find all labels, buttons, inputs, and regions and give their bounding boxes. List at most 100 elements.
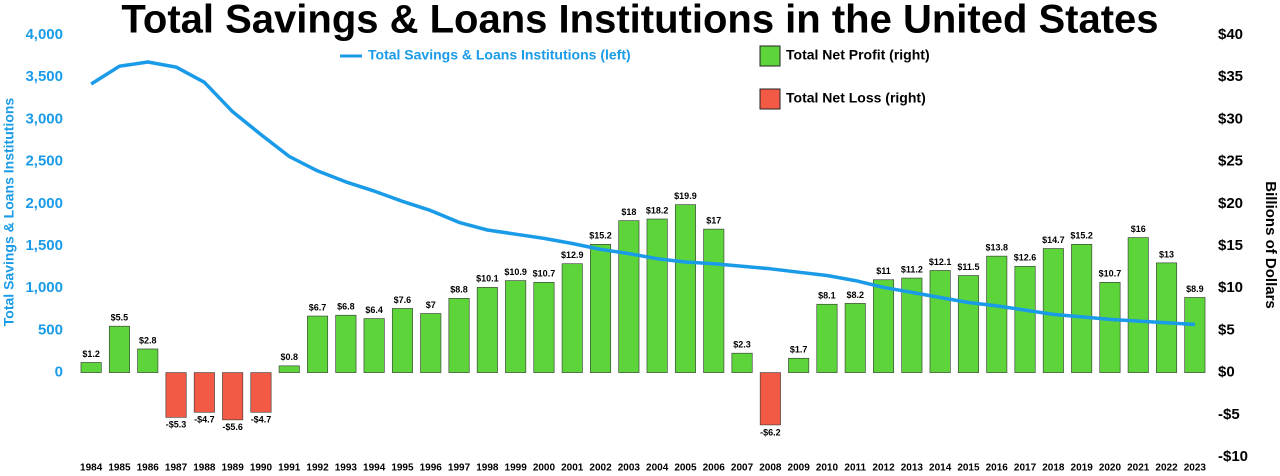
legend-label: Total Net Profit (right) (786, 47, 930, 63)
x-tick-label: 1985 (108, 463, 131, 474)
data-label: $10.7 (1099, 269, 1122, 279)
data-label: $12.6 (1014, 253, 1037, 263)
y-tick-label: 0 (55, 364, 63, 381)
y2-tick-label: $35 (1218, 68, 1243, 85)
line (90, 60, 1196, 327)
data-label: $12.1 (929, 257, 952, 267)
bar (1184, 297, 1206, 373)
legend-label: Total Net Loss (right) (786, 90, 926, 106)
bar (646, 218, 668, 373)
y2-tick-label: $25 (1218, 153, 1243, 170)
y2-tick-label: $40 (1218, 26, 1243, 43)
x-tick-label: 2019 (1071, 463, 1094, 474)
y-tick-label: 2,000 (25, 195, 63, 212)
data-label: -$4.7 (251, 415, 272, 425)
x-tick-label: 2007 (731, 463, 754, 474)
bar (788, 357, 810, 373)
data-label: $14.7 (1042, 235, 1065, 245)
data-label: $15.2 (589, 231, 612, 241)
y2-tick-label: -$10 (1218, 448, 1248, 465)
x-tick-label: 2017 (1014, 463, 1037, 474)
x-tick-label: 2018 (1042, 463, 1065, 474)
data-label: -$5.3 (166, 420, 187, 430)
x-tick-label: 1996 (420, 463, 443, 474)
bar (307, 315, 329, 373)
bar (250, 372, 272, 413)
y-tick-label: 2,500 (25, 153, 63, 170)
data-label: $11.5 (957, 262, 979, 272)
data-label: $7 (426, 300, 436, 310)
data-label: $2.3 (733, 340, 751, 350)
bar (448, 298, 470, 373)
bar (1156, 262, 1178, 373)
x-tick-label: 2001 (561, 463, 584, 474)
data-label: $1.2 (82, 349, 100, 359)
bar (108, 325, 130, 373)
data-label: $2.8 (139, 335, 157, 345)
bar (505, 280, 527, 373)
x-tick-label: 2015 (957, 463, 980, 474)
bar (1099, 281, 1121, 373)
y2-axis-label: Billions of Dollars (1262, 181, 1279, 309)
data-label: $10.7 (533, 269, 556, 279)
data-label: $17 (706, 215, 721, 225)
x-tick-label: 2006 (703, 463, 726, 474)
data-label: $8.9 (1186, 284, 1204, 294)
data-label: $5.5 (111, 313, 129, 323)
bar (674, 204, 696, 373)
data-label: $11 (876, 266, 891, 276)
bar (165, 372, 187, 418)
x-tick-label: 2003 (618, 463, 641, 474)
legend-swatch (759, 45, 781, 67)
x-tick-label: 1995 (391, 463, 414, 474)
y2-tick-label: -$5 (1218, 406, 1240, 423)
bar (561, 263, 583, 373)
x-tick-label: 2004 (646, 463, 669, 474)
data-label: $6.7 (309, 302, 327, 312)
y-tick-label: 500 (38, 321, 63, 338)
bar (391, 308, 413, 373)
bar (759, 372, 781, 426)
x-tick-label: 2009 (788, 463, 811, 474)
legend: Total Savings & Loans Institutions (left… (340, 45, 930, 110)
x-tick-label: 2002 (589, 463, 612, 474)
bar (901, 277, 923, 373)
data-label: $10.1 (476, 274, 499, 284)
y-axis-label: Total Savings & Loans Institutions (1, 98, 17, 327)
data-label: $6.8 (337, 302, 355, 312)
y2-tick-label: $15 (1218, 237, 1243, 254)
legend-label: Total Savings & Loans Institutions (left… (368, 47, 631, 63)
x-tick-label: 1998 (476, 463, 499, 474)
x-tick-label: 2010 (816, 463, 839, 474)
x-tick-label: 1986 (137, 463, 160, 474)
x-tick-label: 2000 (533, 463, 556, 474)
data-label: $13 (1159, 249, 1174, 259)
data-label: -$6.2 (760, 427, 781, 437)
bar (844, 303, 866, 373)
x-tick-label: 1994 (363, 463, 386, 474)
bar (278, 365, 300, 373)
bar (533, 281, 555, 373)
data-label: $11.2 (901, 264, 923, 274)
y-tick-label: 1,500 (25, 237, 63, 254)
x-tick-label: 1997 (448, 463, 471, 474)
bar (137, 348, 159, 373)
bar (420, 313, 442, 373)
data-label: $8.8 (450, 285, 468, 295)
data-label: $8.1 (818, 291, 836, 301)
x-tick-label: 2013 (901, 463, 924, 474)
bar (476, 287, 498, 373)
x-tick-label: 1989 (222, 463, 245, 474)
y-tick-label: 4,000 (25, 26, 63, 43)
y2-tick-label: $20 (1218, 195, 1243, 212)
data-label: -$5.6 (222, 422, 243, 432)
x-tick-label: 2016 (986, 463, 1009, 474)
bar (618, 220, 640, 373)
x-tick-label: 2005 (674, 463, 697, 474)
data-label: $6.4 (365, 305, 383, 315)
data-label: $18 (621, 207, 636, 217)
data-label: $1.7 (790, 345, 808, 355)
data-label: $0.8 (280, 352, 298, 362)
y-tick-label: 1,000 (25, 279, 63, 296)
y-tick-label: 3,500 (25, 68, 63, 85)
